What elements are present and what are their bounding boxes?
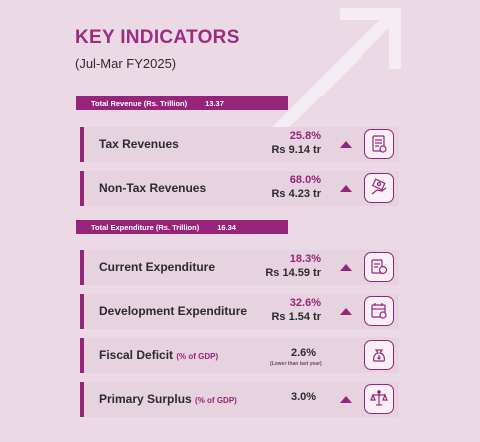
indicator-label: Fiscal Deficit (% of GDP) [99,348,218,362]
indicator-percent: 25.8% [289,130,321,142]
balance-scale-icon [364,384,394,414]
trend-up-icon [340,185,352,192]
total-revenue-value: 13.37 [205,98,224,108]
money-bag-down-icon [364,340,394,370]
total-expenditure-value: 16.34 [217,222,236,232]
indicator-value: 2.6% [291,347,317,359]
indicator-label: Non-Tax Revenues [99,181,207,195]
total-revenue-label: Total Revenue (Rs. Trillion) [91,98,188,108]
indicator-label: Primary Surplus (% of GDP) [99,392,237,406]
indicator-label: Tax Revenues [99,137,179,151]
indicator-amount: Rs 4.23 tr [271,188,321,200]
total-revenue-band: Total Revenue (Rs. Trillion) 13.37 [76,96,288,110]
indicator-current-expenditure: Current Expenditure 18.3% Rs 14.59 tr [80,250,399,285]
indicator-non-tax-revenues: Non-Tax Revenues 68.0% Rs 4.23 tr [80,171,399,206]
indicator-note: (Lower than last year) [270,361,322,367]
trend-up-icon [340,396,352,403]
indicator-percent: 18.3% [289,253,321,265]
indicator-label-text: Primary Surplus [99,392,192,406]
cash-hand-icon [364,173,394,203]
period-subtitle: (Jul-Mar FY2025) [75,56,177,71]
total-expenditure-label: Total Expenditure (Rs. Trillion) [91,222,200,232]
indicator-label: Current Expenditure [99,260,216,274]
indicator-primary-surplus: Primary Surplus (% of GDP) 3.0% [80,382,399,417]
indicator-percent: 32.6% [289,297,321,309]
trend-up-icon [340,264,352,271]
indicator-fiscal-deficit: Fiscal Deficit (% of GDP) 2.6% (Lower th… [80,338,399,373]
indicator-development-expenditure: Development Expenditure 32.6% Rs 1.54 tr [80,294,399,329]
indicator-unit: (% of GDP) [176,352,219,361]
calendar-budget-icon [364,296,394,326]
indicator-value: 3.0% [291,391,317,403]
indicator-percent: 68.0% [289,174,321,186]
invoice-coin-icon [364,252,394,282]
indicator-tax-revenues: Tax Revenues 25.8% Rs 9.14 tr [80,127,399,162]
page-title: KEY INDICATORS [75,27,240,48]
indicator-unit: (% of GDP) [195,396,237,405]
trend-up-icon [340,141,352,148]
indicator-label-text: Fiscal Deficit [99,348,174,362]
trend-up-icon [340,308,352,315]
indicator-amount: Rs 1.54 tr [271,311,321,323]
indicator-amount: Rs 14.59 tr [265,267,321,279]
indicator-amount: Rs 9.14 tr [271,144,321,156]
indicator-label: Development Expenditure [99,304,248,318]
total-expenditure-band: Total Expenditure (Rs. Trillion) 16.34 [76,220,288,234]
tax-document-icon [364,129,394,159]
